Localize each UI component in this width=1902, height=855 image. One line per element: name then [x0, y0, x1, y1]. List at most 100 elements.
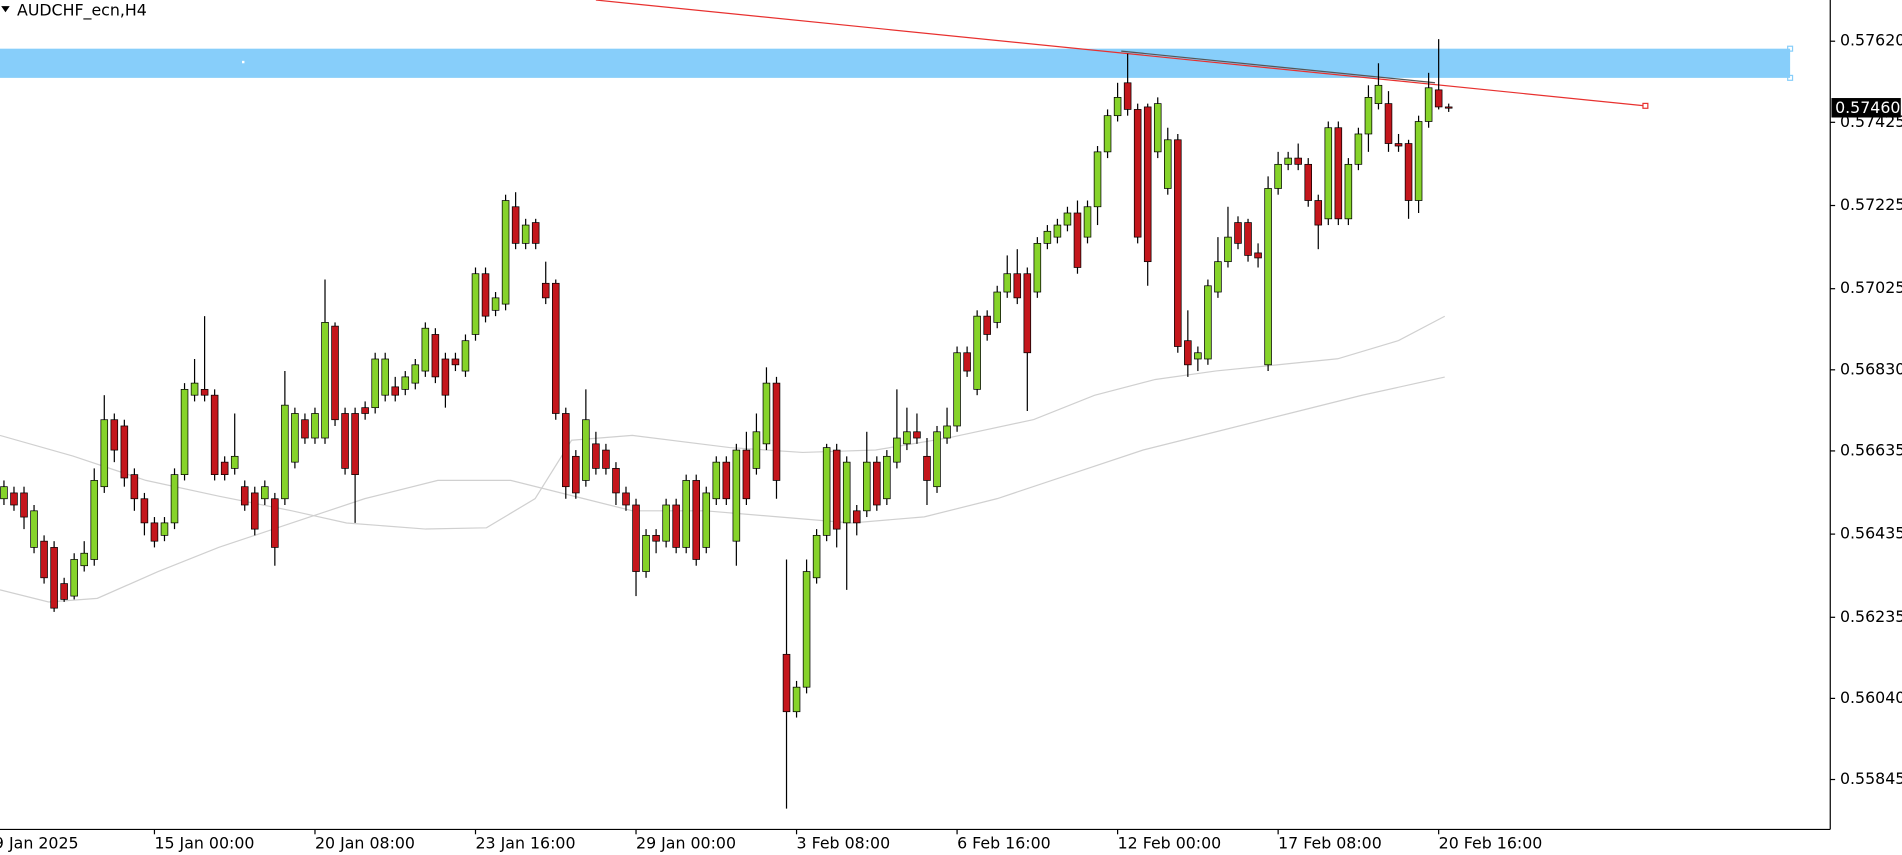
candle-body	[1013, 273, 1022, 299]
candle-body	[401, 376, 410, 390]
candle-body	[622, 492, 630, 506]
candle-body	[873, 461, 881, 506]
candle-body	[1194, 352, 1202, 360]
candle-body	[913, 431, 921, 439]
candles	[0, 39, 1453, 809]
candle-body	[742, 449, 751, 500]
candle-body	[70, 559, 78, 597]
candle-body	[802, 571, 811, 688]
menu-triangle	[1, 6, 10, 13]
candle-body	[361, 407, 369, 414]
candle-body	[541, 282, 550, 299]
x-tick-label: 12 Feb 00:00	[1118, 834, 1222, 853]
candle-body	[632, 504, 640, 572]
candle-body	[441, 358, 450, 396]
candle-body	[752, 431, 761, 469]
candle-body	[1404, 143, 1413, 201]
candle-body	[521, 224, 530, 244]
current-price-box	[1831, 98, 1901, 118]
candle-body	[1174, 139, 1182, 347]
candle-body	[883, 455, 891, 500]
candle-body	[50, 547, 58, 609]
candle-body	[1244, 222, 1252, 256]
candle-body	[1324, 127, 1333, 220]
candle-body	[20, 492, 28, 518]
x-tick-label: 20 Feb 16:00	[1439, 834, 1543, 853]
zone-handle	[1787, 74, 1794, 81]
candle-body	[1113, 97, 1122, 117]
candle-body	[180, 388, 189, 475]
candle-body	[100, 419, 109, 488]
candle-body	[80, 552, 88, 567]
y-tick-label: 0.57620	[1840, 31, 1902, 50]
candle-body	[1023, 273, 1032, 354]
candle-body	[30, 510, 38, 548]
candle-body	[1434, 89, 1443, 108]
candle-body	[1424, 87, 1433, 122]
candle-body	[973, 315, 981, 390]
candle-body	[933, 431, 941, 488]
candle-body	[160, 522, 169, 536]
candle-body	[1394, 143, 1403, 147]
candle-body	[1224, 236, 1232, 263]
candle-body	[331, 325, 339, 421]
candle-body	[271, 498, 279, 548]
candle-body	[190, 382, 199, 396]
candle-body	[782, 653, 791, 713]
candle-body	[893, 437, 901, 463]
candle-body	[692, 480, 700, 560]
y-tick-label: 0.57225	[1840, 195, 1902, 214]
x-tick-label: 29 Jan 00:00	[636, 834, 736, 853]
candle-body	[200, 388, 209, 396]
candle-body	[481, 273, 490, 317]
candle-body	[722, 461, 731, 500]
candle-body	[251, 492, 259, 530]
candle-body	[120, 425, 129, 479]
candle-body	[1214, 261, 1222, 293]
candle-body	[230, 455, 239, 469]
candle-body	[762, 382, 771, 445]
candle-body	[471, 273, 480, 335]
candle-body	[150, 522, 159, 542]
current-price-label: 0.57460	[1835, 98, 1900, 117]
candle-body	[351, 413, 359, 475]
y-tick-label: 0.56235	[1840, 607, 1902, 626]
candle-body	[822, 447, 831, 536]
moving-average	[0, 315, 1446, 530]
y-tick-label: 0.57025	[1840, 278, 1902, 297]
candle-body	[130, 474, 139, 500]
candle-body	[220, 461, 229, 475]
candle-body	[140, 498, 149, 524]
candle-body	[1053, 224, 1062, 238]
candle-body	[411, 364, 420, 384]
candle-body	[842, 461, 851, 524]
candle-body	[240, 486, 249, 506]
candle-body	[1073, 212, 1082, 268]
candle-body	[1153, 103, 1162, 153]
candle-body	[421, 327, 430, 372]
candle-body	[993, 291, 1001, 323]
x-tick-label: 6 Feb 16:00	[957, 834, 1051, 853]
candle-body	[90, 480, 99, 560]
candle-body	[572, 455, 580, 494]
candle-body	[321, 322, 329, 439]
candle-body	[832, 449, 841, 530]
candle-body	[1103, 115, 1112, 153]
candle-body	[291, 413, 299, 463]
candle-body	[1334, 127, 1343, 220]
candle-body	[1254, 252, 1262, 259]
candle-body	[551, 282, 560, 414]
candle-body	[0, 486, 8, 500]
candle-body	[1284, 157, 1292, 165]
candle-body	[943, 425, 951, 439]
candle-body	[311, 413, 319, 439]
candle-body	[1164, 139, 1172, 189]
candle-body	[562, 413, 570, 488]
trend-line	[595, 0, 1646, 107]
plot-decor	[0, 0, 1794, 603]
candle-body	[210, 394, 219, 475]
candle-body	[602, 449, 610, 469]
candle-body	[702, 492, 711, 548]
candle-body	[863, 461, 871, 512]
trend-line-segment	[1121, 50, 1436, 84]
